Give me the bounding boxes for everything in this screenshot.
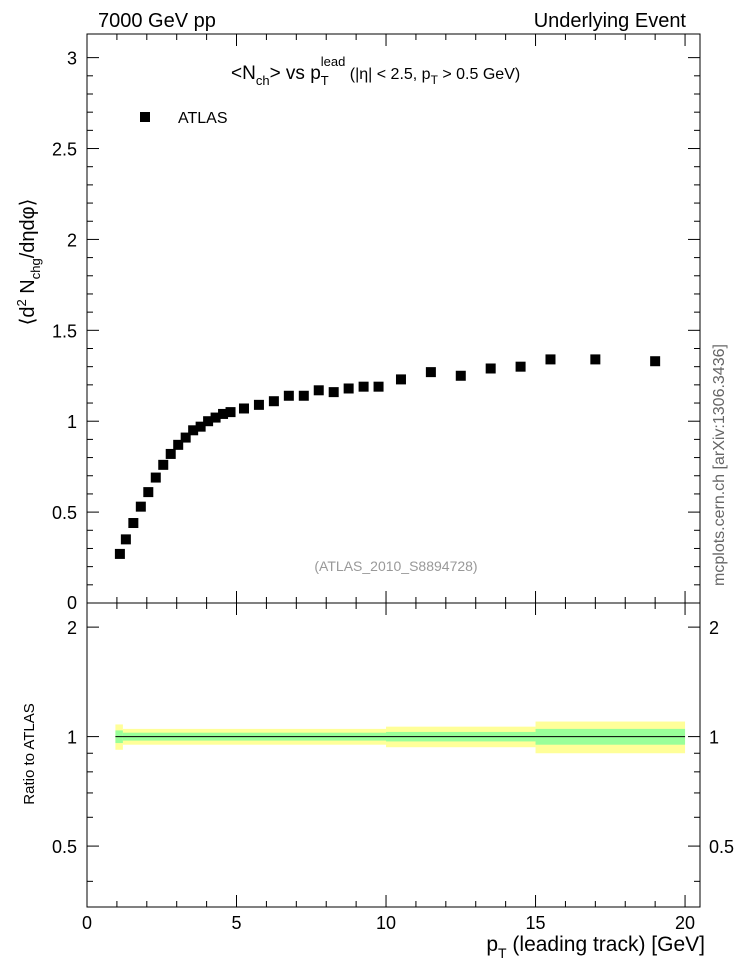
legend-marker-atlas [140,112,150,122]
side-source-label: mcplots.cern.ch [arXiv:1306.3436] [711,344,728,586]
data-point [150,472,161,483]
header-right: Underlying Event [534,10,687,32]
data-point [253,399,264,410]
main-y-axis-label: ⟨d2 Nchg/dηdφ⟩ [14,199,43,326]
data-point [210,412,221,423]
data-point [218,408,229,419]
data-point [268,396,279,407]
ratio-plot-frame [86,602,701,908]
data-point [128,518,139,529]
ratio-y-tick-label: 0.5 [52,837,77,857]
data-point [180,432,191,443]
data-point [158,459,169,470]
main-y-tick-label-zero: 0 [67,593,77,613]
data-point [650,356,661,367]
header-left: 7000 GeV pp [98,10,216,32]
data-point [225,407,236,418]
data-point [143,487,154,498]
data-point [395,374,406,385]
data-point [373,381,384,392]
data-point [425,367,436,378]
main-y-tick-label: 1.5 [52,321,77,341]
x-tick-label: 10 [376,913,396,933]
data-point [238,403,249,414]
x-tick-label: 15 [526,913,546,933]
data-point [298,390,309,401]
data-point [313,385,324,396]
data-point [328,387,339,398]
data-point [165,448,176,459]
main-y-tick-label: 0.5 [52,503,77,523]
data-point [173,439,184,450]
x-tick-label: 0 [82,913,92,933]
data-point [188,425,199,436]
main-y-tick-label: 3 [67,49,77,69]
x-axis-label: pT (leading track) [GeV] [486,933,705,961]
data-point [485,363,496,374]
analysis-watermark: (ATLAS_2010_S8894728) [314,558,477,574]
ratio-y-tick-label-right: 0.5 [709,837,734,857]
x-tick-label: 20 [675,913,695,933]
x-tick-label: 5 [232,913,242,933]
ratio-y-tick-label-right: 2 [709,618,719,638]
ratio-y-tick-label: 2 [67,618,77,638]
legend-label-atlas: ATLAS [178,110,228,127]
main-title: <Nch> vs pTlead (|η| < 2.5, pT > 0.5 GeV… [231,54,520,88]
data-point [545,354,556,365]
main-y-tick-label: 1 [67,412,77,432]
main-y-tick-label: 2.5 [52,140,77,160]
data-point [203,416,214,427]
data-point [283,390,294,401]
data-point [343,383,354,394]
data-point [358,381,369,392]
main-y-tick-label: 2 [67,230,77,250]
ratio-y-tick-label-right: 1 [709,728,719,748]
data-point [195,421,206,432]
data-point [590,354,601,365]
ratio-y-axis-label: Ratio to ATLAS [21,703,38,804]
data-point [515,361,526,372]
data-point [120,534,131,545]
data-point [455,370,466,381]
data-point [135,501,146,512]
data-point [114,548,125,559]
ratio-y-tick-label: 1 [67,728,77,748]
